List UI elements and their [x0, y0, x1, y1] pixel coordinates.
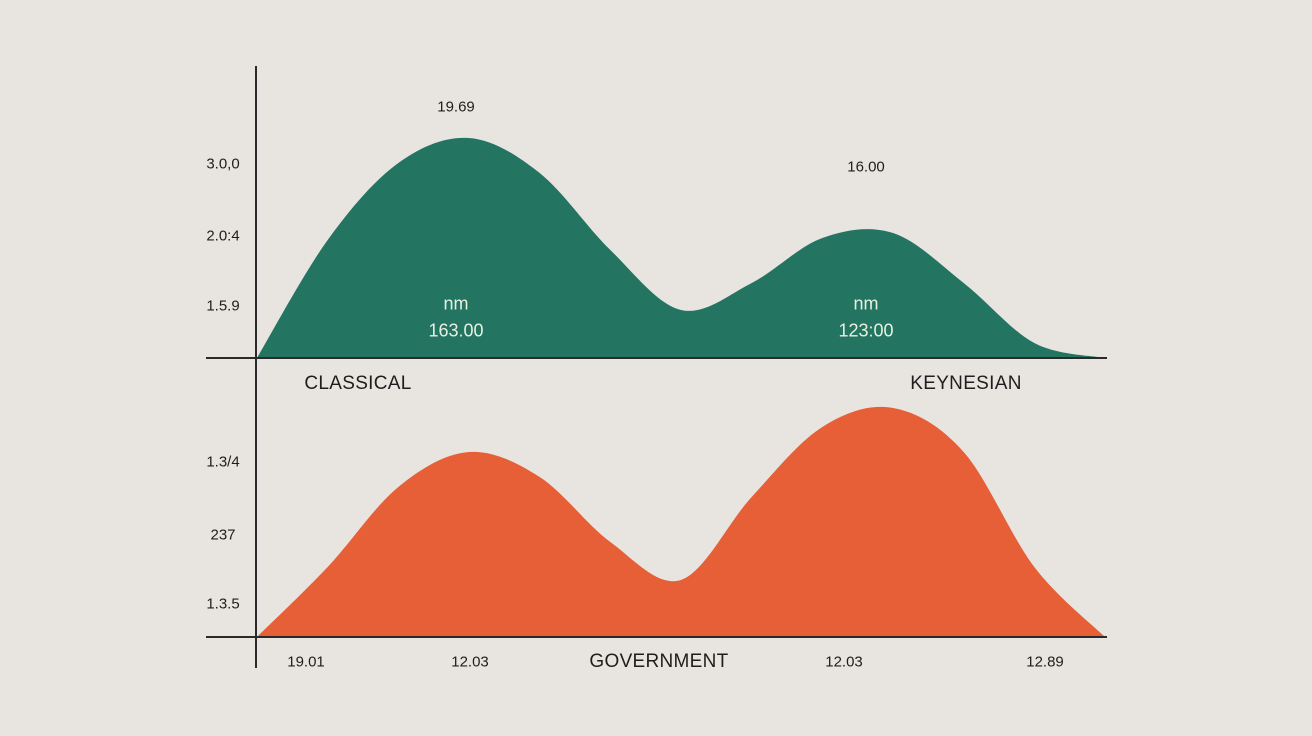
y-tick-label: 1.3.5: [206, 595, 240, 613]
series-label-classical: CLASSICAL: [304, 373, 412, 394]
area-government: [257, 406, 1105, 637]
inner-value-label: 123:00: [838, 320, 894, 341]
x-tick-label: 12.03: [825, 653, 863, 671]
area-classical: [257, 137, 1105, 358]
y-tick-label: 2.0:4: [206, 227, 240, 245]
x-tick-label: 12.89: [1026, 653, 1064, 671]
inner-value-label: 163.00: [428, 320, 484, 341]
y-tick-label: 237: [210, 526, 236, 544]
x-tick-label: 12.03: [451, 653, 489, 671]
peak-label: 19.69: [437, 98, 475, 116]
series-label-keynesian: KEYNESIAN: [910, 373, 1022, 394]
series-label-government: GOVERNMENT: [589, 651, 729, 672]
y-tick-label: 1.5.9: [206, 297, 240, 315]
x-tick-label: 19.01: [287, 653, 325, 671]
y-tick-label: 3.0,0: [206, 155, 240, 173]
inner-unit-label: nm: [443, 293, 469, 314]
inner-unit-label: nm: [853, 293, 879, 314]
peak-label: 16.00: [847, 158, 885, 176]
y-tick-label: 1.3/4: [206, 453, 240, 471]
